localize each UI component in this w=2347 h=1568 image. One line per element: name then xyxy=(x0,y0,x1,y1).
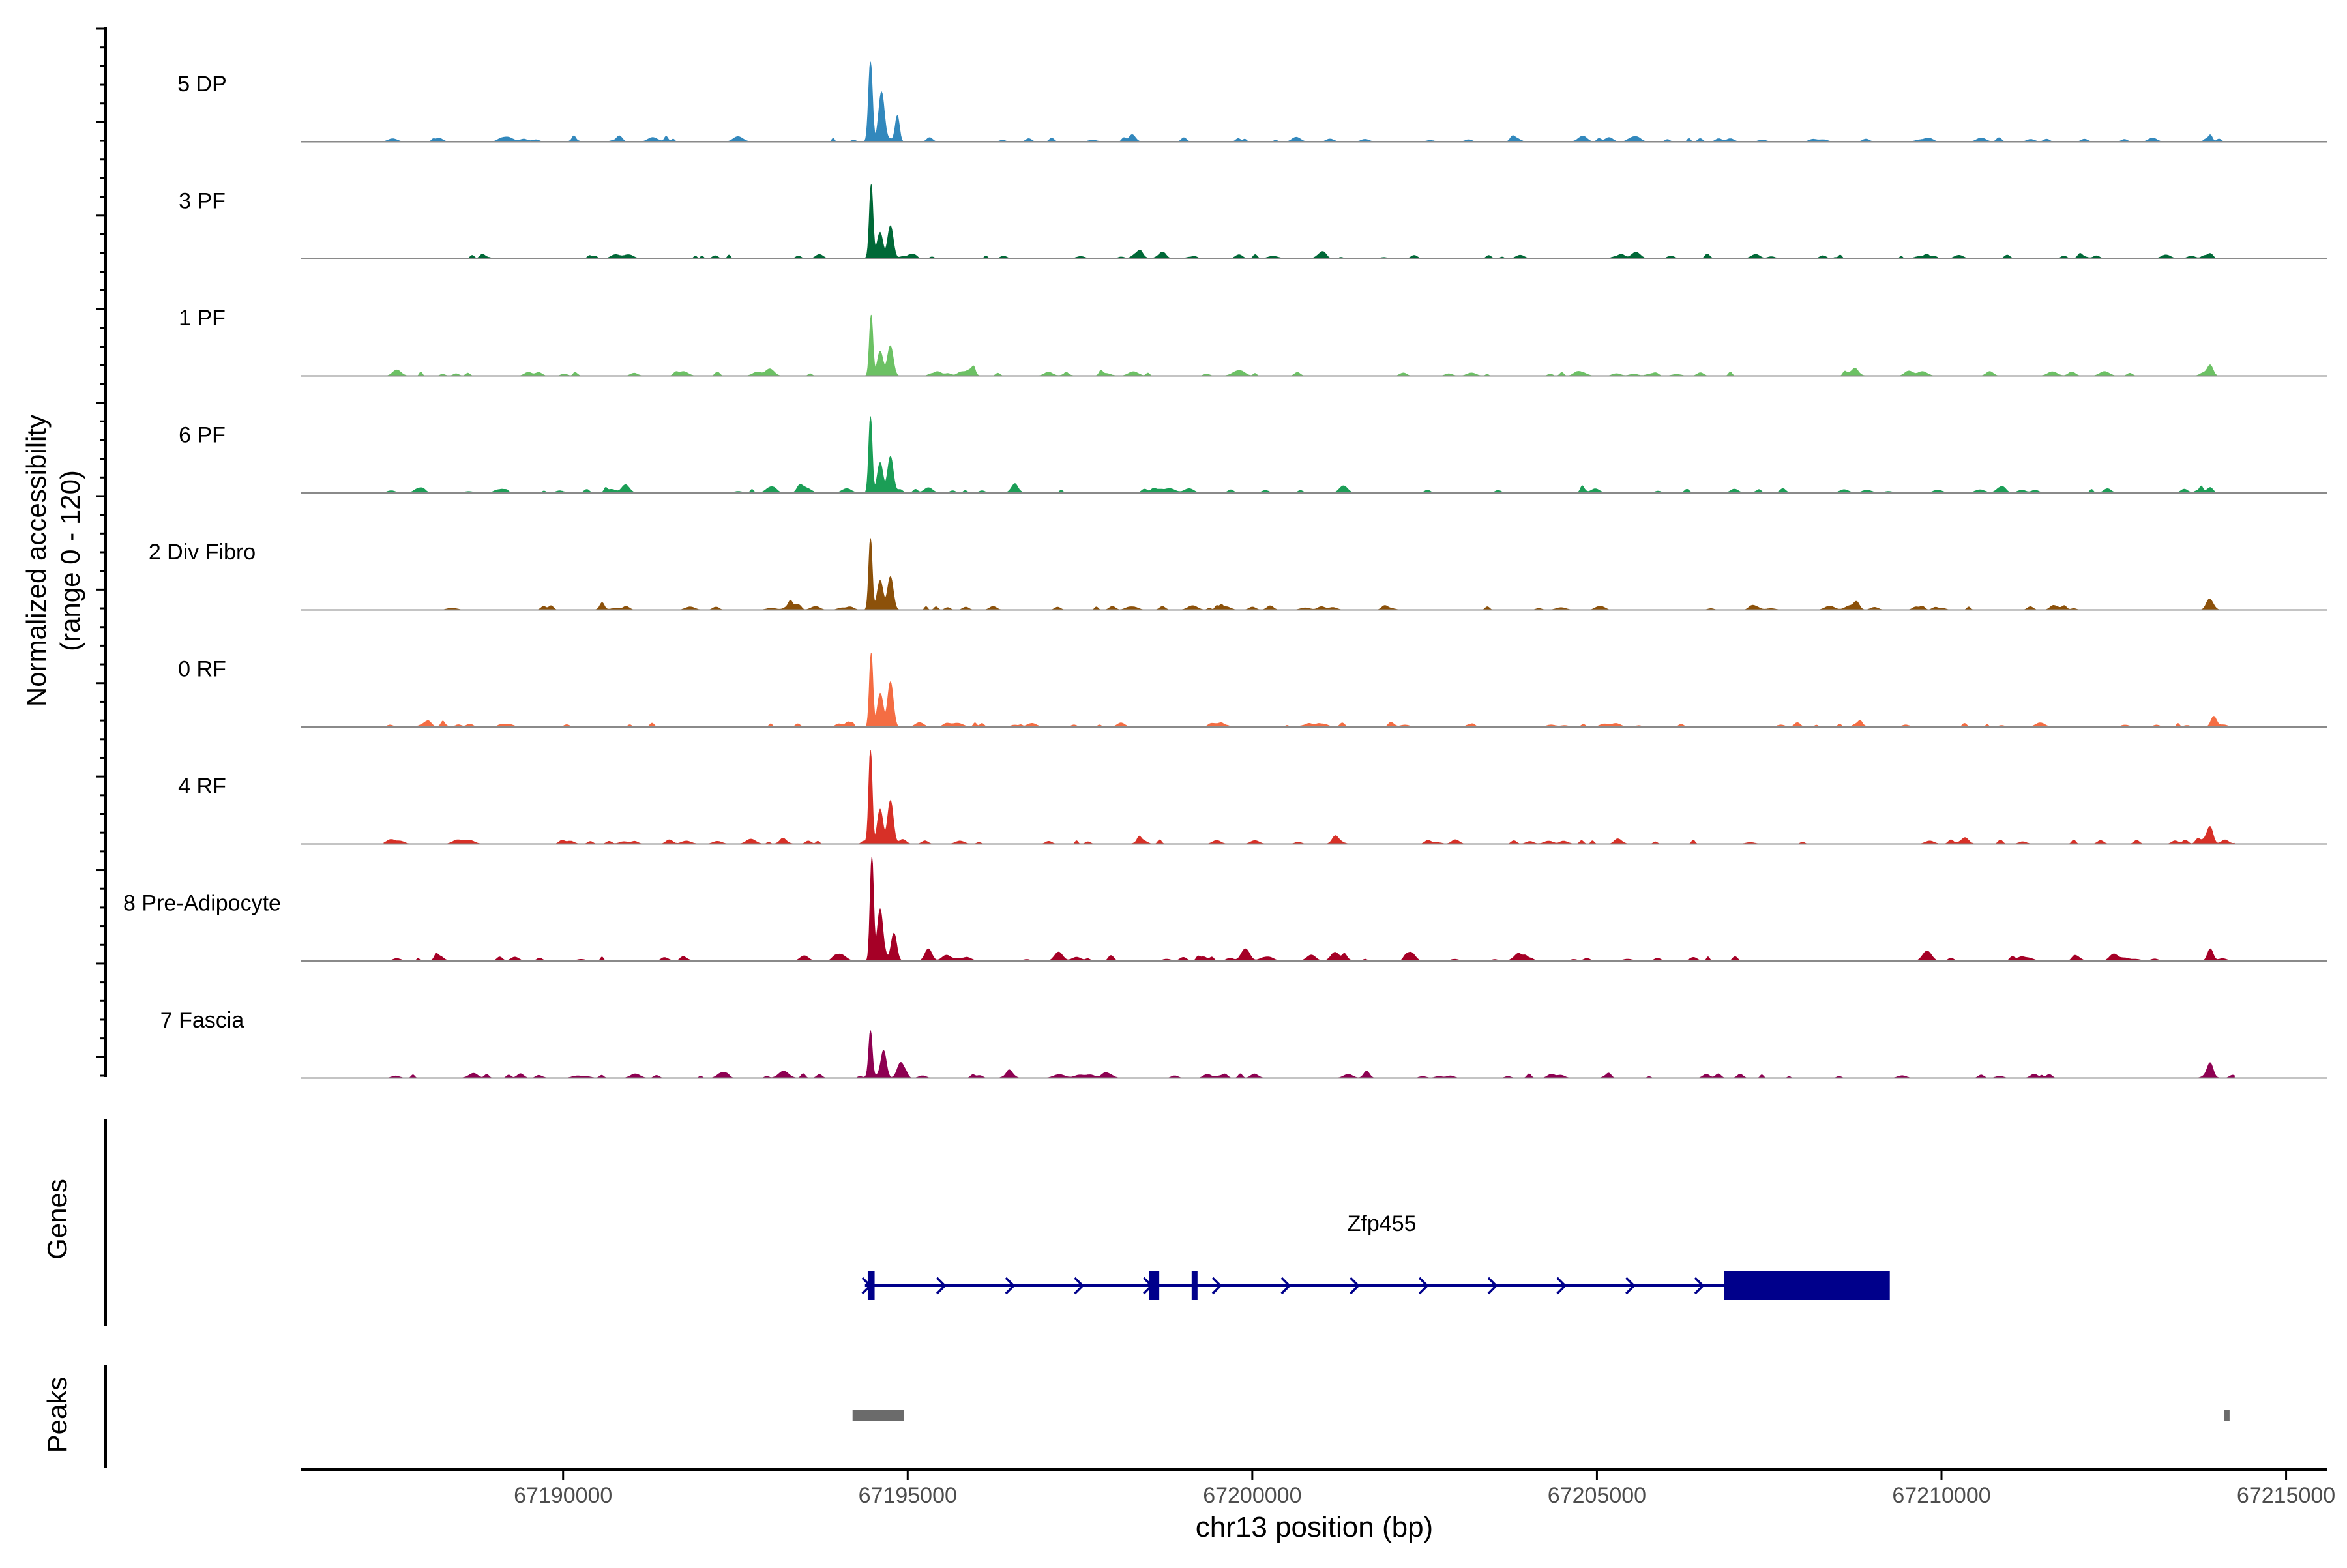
track-label: 0 RF xyxy=(178,657,226,682)
strand-arrow xyxy=(936,1277,947,1295)
y-axis-label-line1: Normalized accessibility xyxy=(21,415,52,707)
track-label: 2 Div Fibro xyxy=(149,540,256,565)
strand-arrow xyxy=(1074,1277,1085,1295)
track-7-fascia: 7 Fascia xyxy=(160,1008,2327,1079)
track-2-div-fibro: 2 Div Fibro xyxy=(149,538,2327,611)
x-tick-label: 67200000 xyxy=(1203,1483,1301,1508)
gene-exon xyxy=(1191,1271,1198,1300)
peak-region xyxy=(852,1410,904,1421)
gene-exon xyxy=(1724,1271,1890,1300)
strand-arrow xyxy=(1350,1277,1360,1295)
gene-exon xyxy=(1149,1271,1160,1300)
track-1-pf: 1 PF xyxy=(179,306,2327,377)
track-label: 6 PF xyxy=(179,423,226,448)
genes-track-label: Genes xyxy=(42,1179,72,1260)
coverage-area xyxy=(383,653,2235,728)
track-label: 8 Pre-Adipocyte xyxy=(123,891,281,916)
x-tick-label: 67195000 xyxy=(859,1483,957,1508)
track-label: 7 Fascia xyxy=(160,1008,244,1033)
track-4-rf: 4 RF xyxy=(178,750,2327,845)
strand-arrow xyxy=(1211,1277,1222,1295)
track-label: 3 PF xyxy=(179,189,226,214)
track-8-pre-adipocyte: 8 Pre-Adipocyte xyxy=(123,856,2327,962)
coverage-area xyxy=(383,538,2235,610)
coverage-area xyxy=(383,184,2235,259)
peak-region xyxy=(2224,1410,2230,1421)
strand-arrow xyxy=(1625,1277,1636,1295)
track-label: 5 DP xyxy=(177,72,227,96)
gene-name-label: Zfp455 xyxy=(1348,1211,1417,1236)
track-label: 1 PF xyxy=(179,306,226,331)
coverage-area xyxy=(383,856,2235,962)
strand-arrow xyxy=(1418,1277,1429,1295)
x-tick-label: 67205000 xyxy=(1548,1483,1646,1508)
coverage-area xyxy=(383,1030,2235,1078)
y-axis-label-line2: (range 0 - 120) xyxy=(55,470,85,651)
track-3-pf: 3 PF xyxy=(179,184,2327,259)
x-tick-label: 67190000 xyxy=(514,1483,612,1508)
peaks-track-label: Peaks xyxy=(42,1377,72,1453)
x-axis-label: chr13 position (bp) xyxy=(1196,1511,1433,1543)
strand-arrow xyxy=(1556,1277,1567,1295)
track-6-pf: 6 PF xyxy=(179,416,2327,494)
x-tick-label: 67210000 xyxy=(1892,1483,1990,1508)
coverage-area xyxy=(383,61,2235,142)
strand-arrow xyxy=(1694,1277,1705,1295)
track-0-rf: 0 RF xyxy=(178,653,2327,728)
strand-arrow xyxy=(1280,1277,1292,1295)
gene-exon xyxy=(867,1271,875,1300)
strand-arrow xyxy=(1487,1277,1498,1295)
strand-arrow xyxy=(1005,1277,1016,1295)
coverage-area xyxy=(383,416,2235,494)
x-tick-label: 67215000 xyxy=(2237,1483,2335,1508)
coverage-area xyxy=(383,314,2235,376)
track-5-dp: 5 DP xyxy=(177,61,2327,143)
coverage-area xyxy=(383,750,2235,844)
track-label: 4 RF xyxy=(178,774,226,799)
